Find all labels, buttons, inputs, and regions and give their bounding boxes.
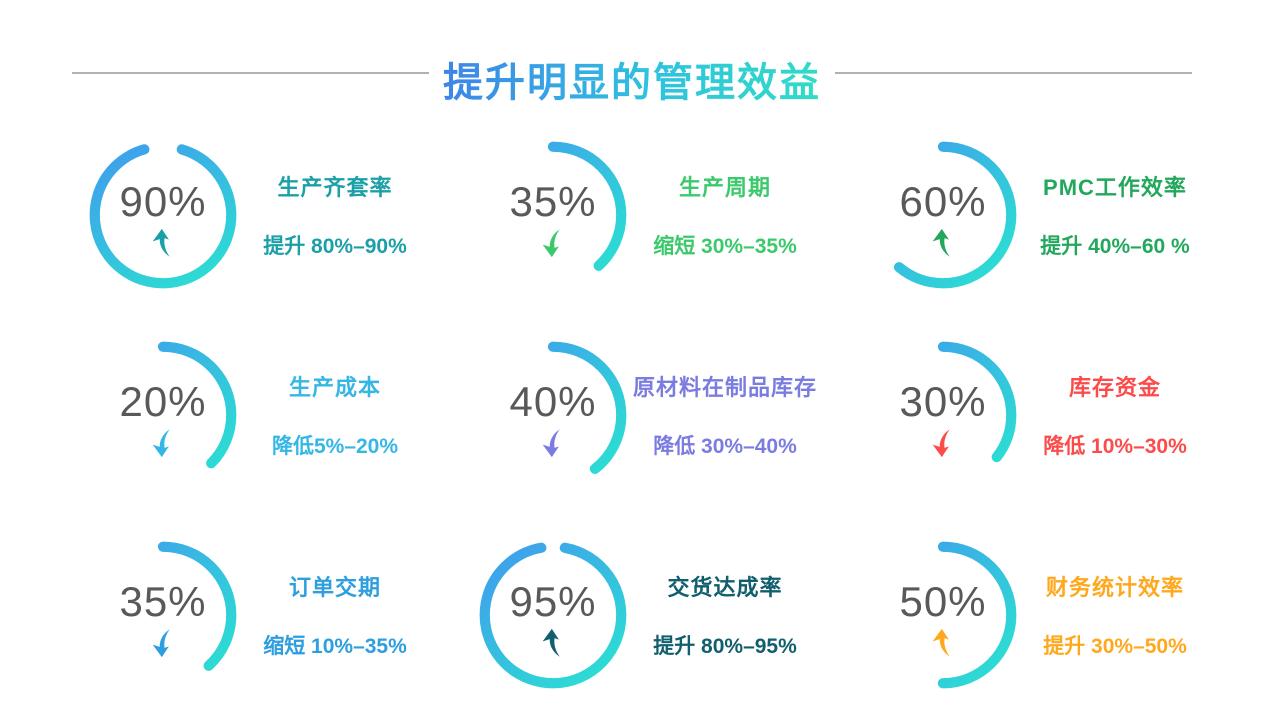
metric-desc: 降低 10%–30% (1043, 435, 1187, 458)
donut-gauge: 95% (475, 537, 631, 693)
percent-value: 35% (119, 577, 207, 625)
percent-value: 40% (509, 377, 597, 425)
metric-info: 生产齐套率 提升 80%–90% (241, 170, 475, 260)
header-divider-right (835, 72, 1192, 74)
trend-up-icon (932, 628, 950, 657)
metric-card-production-cycle: 35% 生产周期 缩短 30%–35% (475, 115, 865, 315)
metric-card-production-cost: 20% 生产成本 降低5%–20% (85, 315, 475, 515)
trend-down-icon (542, 428, 560, 457)
donut-gauge: 60% (865, 137, 1021, 293)
metric-info: 生产周期 缩短 30%–35% (631, 170, 865, 260)
slide-header: 提升明显的管理效益 (0, 44, 1264, 105)
percent-value: 60% (899, 177, 987, 225)
metric-info: 原材料在制品库存 降低 30%–40% (631, 370, 865, 460)
donut-gauge: 40% (475, 337, 631, 493)
metric-title: 订单交期 (288, 575, 381, 600)
metric-title: 原材料在制品库存 (632, 375, 817, 400)
percent-value: 50% (899, 577, 987, 625)
metric-info: 订单交期 缩短 10%–35% (241, 570, 475, 660)
donut-gauge: 35% (85, 537, 241, 693)
metric-desc: 提升 80%–90% (263, 235, 407, 258)
metric-desc: 降低 30%–40% (653, 435, 797, 458)
metric-title: 交货达成率 (667, 575, 783, 600)
metric-card-wip-inventory: 40% 原材料在制品库存 降低 30%–40% (475, 315, 865, 515)
trend-down-icon (152, 628, 170, 657)
trend-up-icon (542, 628, 560, 657)
metric-card-finance-efficiency: 50% 财务统计效率 提升 30%–50% (865, 515, 1255, 715)
donut-gauge: 20% (85, 337, 241, 493)
metric-card-inventory-capital: 30% 库存资金 降低 10%–30% (865, 315, 1255, 515)
metric-desc: 缩短 10%–35% (263, 635, 407, 658)
metric-card-order-leadtime: 35% 订单交期 缩短 10%–35% (85, 515, 475, 715)
trend-up-icon (152, 228, 170, 257)
metric-info: 库存资金 降低 10%–30% (1021, 370, 1255, 460)
metric-title: 财务统计效率 (1045, 575, 1184, 600)
metric-desc: 提升 30%–50% (1043, 635, 1187, 658)
donut-gauge: 35% (475, 137, 631, 293)
trend-down-icon (152, 428, 170, 457)
metric-grid: 90% 生产齐套率 提升 80%–90% 35% 生产周期 缩短 30%–35% (85, 115, 1255, 715)
metric-info: PMC工作效率 提升 40%–60 % (1021, 170, 1255, 260)
metric-info: 生产成本 降低5%–20% (241, 370, 475, 460)
donut-gauge: 30% (865, 337, 1021, 493)
metric-desc: 缩短 30%–35% (653, 235, 797, 258)
metric-title: 库存资金 (1068, 375, 1161, 400)
metric-title: 生产齐套率 (277, 175, 393, 200)
metric-info: 交货达成率 提升 80%–95% (631, 570, 865, 660)
metric-desc: 降低5%–20% (271, 435, 399, 458)
metric-card-delivery-rate: 95% 交货达成率 提升 80%–95% (475, 515, 865, 715)
page-title: 提升明显的管理效益 (443, 50, 821, 108)
donut-gauge: 90% (85, 137, 241, 293)
metric-info: 财务统计效率 提升 30%–50% (1021, 570, 1255, 660)
percent-value: 90% (119, 177, 207, 225)
donut-gauge: 50% (865, 537, 1021, 693)
metric-desc: 提升 40%–60 % (1040, 235, 1190, 258)
trend-down-icon (932, 428, 950, 457)
metric-title: 生产成本 (288, 375, 381, 400)
percent-value: 20% (119, 377, 207, 425)
metric-title: 生产周期 (678, 175, 771, 200)
percent-value: 30% (899, 377, 987, 425)
trend-up-icon (932, 228, 950, 257)
metric-card-pmc-efficiency: 60% PMC工作效率 提升 40%–60 % (865, 115, 1255, 315)
percent-value: 35% (509, 177, 597, 225)
header-divider-left (72, 72, 429, 74)
percent-value: 95% (509, 577, 597, 625)
metric-desc: 提升 80%–95% (653, 635, 797, 658)
metric-card-production-kitting-rate: 90% 生产齐套率 提升 80%–90% (85, 115, 475, 315)
metric-title: PMC工作效率 (1043, 175, 1187, 200)
trend-down-icon (542, 228, 560, 257)
